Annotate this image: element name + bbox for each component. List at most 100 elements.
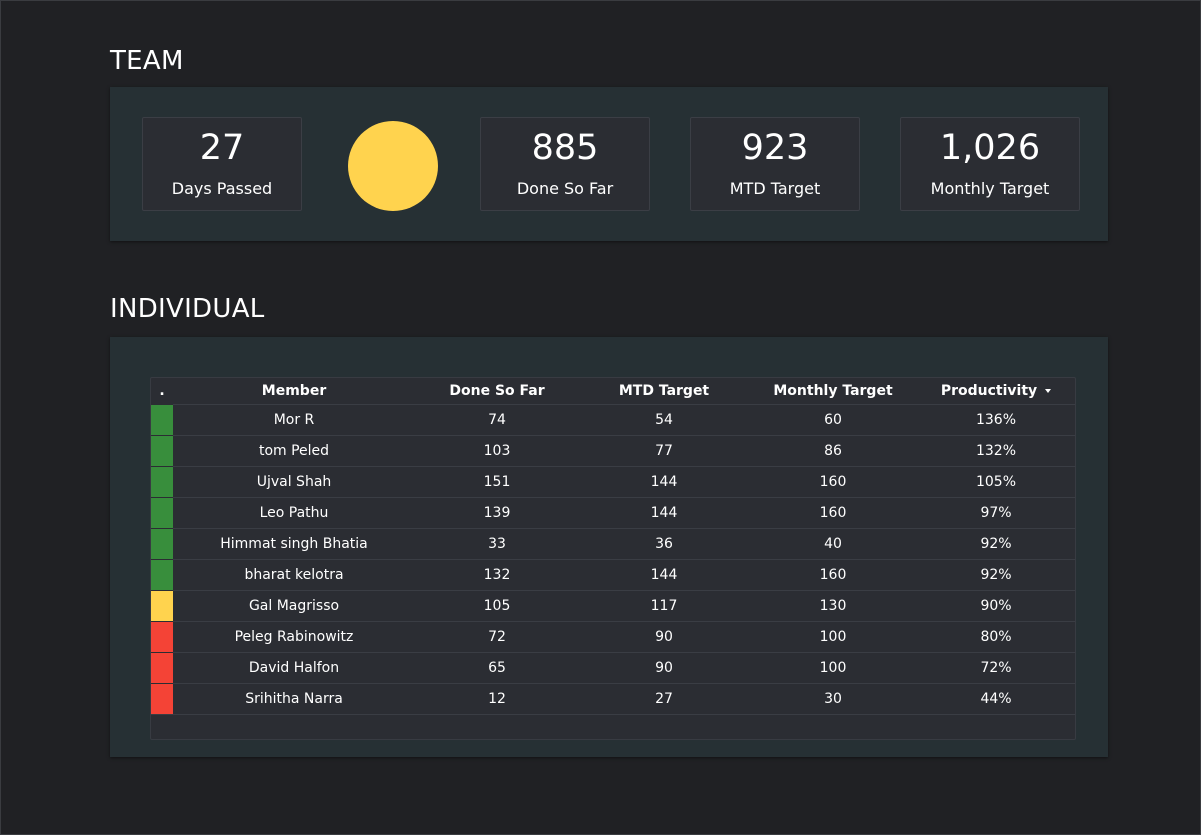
mtd-target-cell: 77	[579, 435, 749, 467]
productivity-cell: 72%	[917, 652, 1075, 684]
done-so-far-cell: 103	[415, 435, 579, 467]
status-color-swatch	[151, 498, 173, 528]
monthly-target-cell: 30	[749, 683, 917, 714]
done-so-far-value: 885	[531, 128, 599, 168]
column-header-done-so-far[interactable]: Done So Far	[449, 383, 545, 399]
status-cell	[151, 435, 173, 467]
table-row: Himmat singh Bhatia 33 36 40 92%	[151, 528, 1075, 560]
column-header-status[interactable]: .	[159, 383, 165, 399]
table-header-row: . Member Done So Far MTD Target Monthly …	[151, 378, 1075, 405]
team-panel: 27 Days Passed 885 Done So Far 923 MTD T…	[110, 87, 1108, 241]
team-section-title: TEAM	[110, 46, 184, 76]
productivity-cell: 105%	[917, 466, 1075, 498]
done-so-far-label: Done So Far	[516, 179, 614, 198]
table-row: Peleg Rabinowitz 72 90 100 80%	[151, 621, 1075, 653]
monthly-target-cell: 60	[749, 404, 917, 436]
status-cell	[151, 528, 173, 560]
status-cell	[151, 621, 173, 653]
status-color-swatch	[151, 622, 173, 652]
monthly-target-cell: 40	[749, 528, 917, 560]
member-cell: tom Peled	[173, 435, 415, 467]
column-header-productivity-label: Productivity	[940, 383, 1038, 399]
member-cell: Ujval Shah	[173, 466, 415, 498]
column-header-member[interactable]: Member	[261, 383, 327, 399]
done-so-far-cell: 65	[415, 652, 579, 684]
status-color-swatch	[151, 684, 173, 714]
table-row: Gal Magrisso 105 117 130 90%	[151, 590, 1075, 622]
done-so-far-cell: 72	[415, 621, 579, 653]
table-body: Mor R 74 54 60 136% tom Peled 103 77 86 132% Ujval…	[151, 404, 1075, 714]
done-so-far-card: 885 Done So Far	[480, 117, 650, 211]
mtd-target-cell: 36	[579, 528, 749, 560]
mtd-target-cell: 117	[579, 590, 749, 622]
sort-descending-icon[interactable]	[1045, 389, 1052, 393]
column-header-productivity[interactable]: Productivity	[917, 378, 1075, 405]
individual-table: . Member Done So Far MTD Target Monthly …	[151, 378, 1075, 714]
mtd-target-cell: 90	[579, 652, 749, 684]
member-cell: Peleg Rabinowitz	[173, 621, 415, 653]
member-cell: Srihitha Narra	[173, 683, 415, 714]
table-row: Leo Pathu 139 144 160 97%	[151, 497, 1075, 529]
status-cell	[151, 590, 173, 622]
mtd-target-cell: 27	[579, 683, 749, 714]
monthly-target-label: Monthly Target	[930, 179, 1050, 198]
monthly-target-cell: 160	[749, 559, 917, 591]
status-cell	[151, 559, 173, 591]
done-so-far-cell: 105	[415, 590, 579, 622]
done-so-far-cell: 12	[415, 683, 579, 714]
monthly-target-cell: 100	[749, 652, 917, 684]
mtd-target-value: 923	[741, 128, 809, 168]
team-status-indicator	[348, 121, 438, 211]
member-cell: Mor R	[173, 404, 415, 436]
monthly-target-cell: 86	[749, 435, 917, 467]
days-passed-card: 27 Days Passed	[142, 117, 302, 211]
individual-panel: . Member Done So Far MTD Target Monthly …	[110, 337, 1108, 757]
monthly-target-cell: 160	[749, 497, 917, 529]
productivity-cell: 90%	[917, 590, 1075, 622]
table-row: Srihitha Narra 12 27 30 44%	[151, 683, 1075, 714]
individual-section-title: INDIVIDUAL	[110, 294, 265, 324]
done-so-far-cell: 74	[415, 404, 579, 436]
status-color-swatch	[151, 653, 173, 683]
done-so-far-cell: 151	[415, 466, 579, 498]
productivity-cell: 97%	[917, 497, 1075, 529]
status-cell	[151, 497, 173, 529]
status-cell	[151, 466, 173, 498]
productivity-cell: 44%	[917, 683, 1075, 714]
mtd-target-card: 923 MTD Target	[690, 117, 860, 211]
productivity-cell: 136%	[917, 404, 1075, 436]
monthly-target-value: 1,026	[939, 128, 1041, 168]
status-cell	[151, 652, 173, 684]
status-color-swatch	[151, 405, 173, 435]
table-row: bharat kelotra 132 144 160 92%	[151, 559, 1075, 591]
monthly-target-cell: 100	[749, 621, 917, 653]
monthly-target-cell: 160	[749, 466, 917, 498]
table-row: Mor R 74 54 60 136%	[151, 404, 1075, 436]
monthly-target-cell: 130	[749, 590, 917, 622]
table-row: tom Peled 103 77 86 132%	[151, 435, 1075, 467]
mtd-target-label: MTD Target	[729, 179, 821, 198]
individual-table-container: . Member Done So Far MTD Target Monthly …	[150, 377, 1076, 740]
productivity-cell: 92%	[917, 559, 1075, 591]
member-cell: David Halfon	[173, 652, 415, 684]
column-header-mtd-target[interactable]: MTD Target	[618, 383, 710, 399]
mtd-target-cell: 144	[579, 559, 749, 591]
productivity-cell: 132%	[917, 435, 1075, 467]
status-cell	[151, 683, 173, 714]
table-row: Ujval Shah 151 144 160 105%	[151, 466, 1075, 498]
status-color-swatch	[151, 529, 173, 559]
mtd-target-cell: 144	[579, 497, 749, 529]
done-so-far-cell: 132	[415, 559, 579, 591]
column-header-monthly-target[interactable]: Monthly Target	[773, 383, 893, 399]
productivity-cell: 80%	[917, 621, 1075, 653]
member-cell: Himmat singh Bhatia	[173, 528, 415, 560]
member-cell: Gal Magrisso	[173, 590, 415, 622]
mtd-target-cell: 90	[579, 621, 749, 653]
done-so-far-cell: 139	[415, 497, 579, 529]
done-so-far-cell: 33	[415, 528, 579, 560]
monthly-target-card: 1,026 Monthly Target	[900, 117, 1080, 211]
status-color-swatch	[151, 467, 173, 497]
status-cell	[151, 404, 173, 436]
productivity-cell: 92%	[917, 528, 1075, 560]
status-color-swatch	[151, 436, 173, 466]
